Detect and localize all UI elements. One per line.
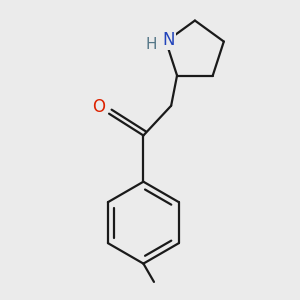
Text: N: N xyxy=(162,31,175,49)
Text: H: H xyxy=(146,37,157,52)
Text: O: O xyxy=(92,98,105,116)
